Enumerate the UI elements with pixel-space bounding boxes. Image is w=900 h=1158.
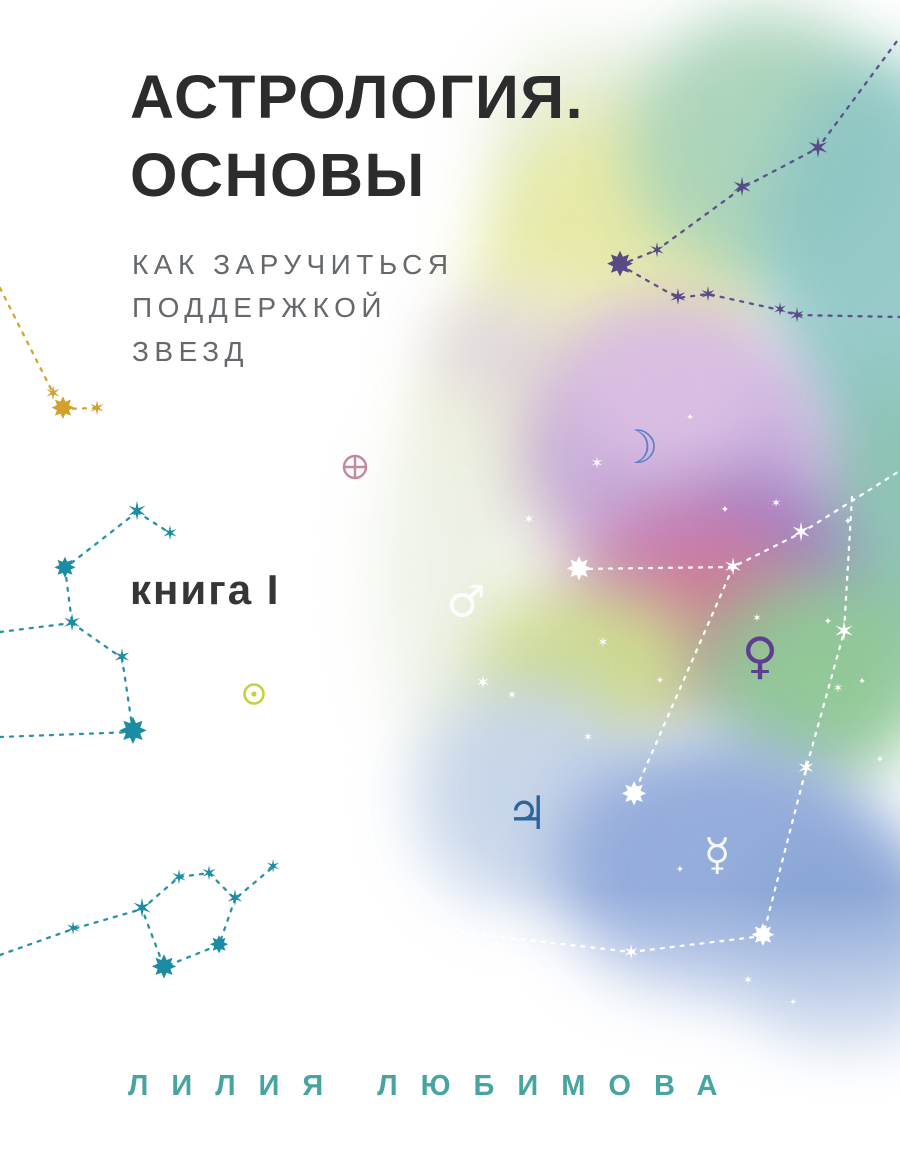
star-icon: ✸	[566, 550, 593, 588]
constellation-teal-lower-line	[140, 897, 237, 969]
star-icon: ✶	[45, 381, 62, 405]
star-icon: ✶	[789, 303, 806, 327]
star-icon: ✶	[171, 865, 188, 889]
sparkle-star-icon: ✦	[876, 755, 884, 766]
star-icon: ✶	[131, 894, 153, 924]
sparkle-star-icon: ✶	[476, 673, 490, 693]
venus-symbol: ♀	[742, 627, 779, 685]
star-icon: ✶	[772, 300, 787, 321]
sparkle-star-icon: ✦	[824, 617, 832, 628]
sparkle-star-icon: ✶	[752, 612, 761, 625]
sparkle-star-icon: ✦	[844, 517, 852, 528]
constellation-purple-line	[618, 35, 900, 267]
mars-symbol: ♂	[446, 577, 485, 628]
star-icon: ✶	[89, 396, 106, 420]
sparkle-star-icon: ✦	[686, 413, 694, 423]
star-icon: ✶	[797, 757, 815, 782]
sparkle-star-icon: ✶	[507, 688, 517, 702]
sparkle-star-icon: ✦	[656, 676, 664, 687]
sun-symbol	[243, 683, 265, 705]
star-icon: ✶	[265, 857, 280, 878]
constellation-teal-upper-line	[70, 621, 124, 660]
star-icon: ✸	[53, 552, 76, 585]
star-icon: ✸	[606, 245, 635, 285]
star-icon: ✶	[623, 940, 640, 964]
star-icon: ✶	[723, 553, 743, 581]
star-icon: ✶	[649, 238, 666, 262]
sparkle-star-icon: ✦	[676, 865, 684, 876]
star-icon: ✶	[65, 919, 80, 940]
star-icon: ✶	[669, 286, 687, 311]
star-icon: ✶	[731, 173, 753, 203]
star-icon: ✶	[806, 132, 829, 165]
constellation-white-line	[761, 495, 854, 938]
bottom-white-fade	[0, 890, 900, 1158]
star-icon: ✶	[226, 887, 244, 912]
mercury-symbol: ☿	[703, 830, 730, 881]
star-icon: ✶	[790, 518, 812, 548]
nebula-blob	[430, 300, 560, 400]
star-icon: ✶	[126, 497, 148, 527]
star-icon: ✸	[151, 948, 178, 986]
star-icon: ✸	[621, 775, 648, 813]
star-icon: ✸	[750, 919, 775, 954]
star-icon: ✶	[162, 521, 179, 545]
star-icon: ✸	[50, 392, 75, 427]
sparkle-star-icon: ✦	[606, 1013, 614, 1023]
sparkle-star-icon: ✶	[771, 496, 781, 510]
sun-symbol	[251, 691, 257, 697]
sparkle-star-icon: ✶	[598, 636, 609, 651]
sparkle-star-icon: ✶	[833, 681, 843, 695]
sparkle-star-icon: ✶	[583, 730, 593, 744]
sparkle-star-icon: ✶	[591, 454, 604, 472]
star-icon: ✶	[113, 646, 131, 671]
constellation-white-line	[632, 565, 735, 796]
star-icon: ✶	[62, 609, 82, 637]
star-icon: ✶	[201, 861, 218, 885]
sparkle-star-icon: ✦	[721, 505, 729, 516]
constellation-teal-upper-line	[0, 621, 74, 634]
sparkle-star-icon: ✶	[524, 513, 535, 528]
constellation-teal-upper-line	[135, 510, 172, 535]
moon-symbol: ☽	[617, 420, 658, 474]
constellation-teal-lower-line	[140, 865, 275, 911]
constellation-white-line	[438, 928, 765, 954]
sparkle-star-icon: ✦	[858, 677, 866, 687]
star-icon: ✸	[118, 712, 148, 753]
constellation-teal-upper-line	[120, 656, 135, 734]
constellation-teal-upper-line	[63, 566, 74, 625]
constellation-gold-line	[0, 286, 55, 395]
sparkle-star-icon: ✦	[789, 998, 797, 1008]
sparkle-star-icon: ✶	[743, 973, 753, 987]
star-icon: ✶	[700, 282, 717, 306]
nebula-blob	[560, 300, 770, 470]
constellation-white-line	[577, 470, 900, 571]
jupiter-symbol: ♃	[506, 786, 547, 840]
star-icon: ✸	[209, 931, 229, 959]
constellation-purple-line	[618, 263, 900, 319]
constellation-teal-upper-line	[0, 730, 135, 739]
star-icon: ✶	[833, 617, 855, 647]
